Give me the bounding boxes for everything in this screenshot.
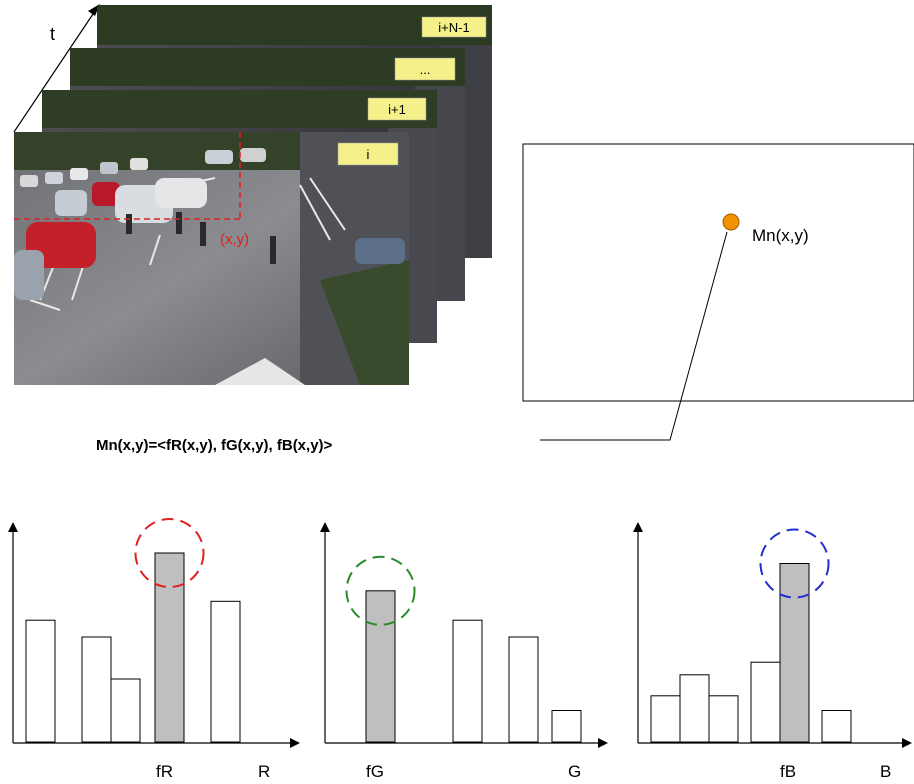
frame-label: ... <box>420 62 431 77</box>
histogram-r-axis-label: R <box>258 762 270 781</box>
time-axis-label: t <box>50 24 55 44</box>
histogram-b-mode-circle <box>759 528 830 599</box>
pixel-crosshair: (x,y) <box>14 132 249 248</box>
histogram-g-bar <box>452 619 483 743</box>
histogram-b-mode-label: fB <box>780 762 796 781</box>
frame-label-box <box>337 142 399 166</box>
histogram-r-bar <box>25 619 56 743</box>
feature-map: Mn(x,y) <box>522 143 914 441</box>
formula-text: Mn(x,y)=<fR(x,y), fG(x,y), fB(x,y)> <box>96 437 333 454</box>
feature-point <box>722 213 740 231</box>
histogram-r-mode-circle <box>134 518 205 588</box>
histogram-b-bar-mode <box>779 563 810 743</box>
histogram-g-bar <box>551 710 582 743</box>
video-frame-front: (x,y) i <box>14 132 409 385</box>
histogram-b-bar <box>708 695 739 743</box>
frame-label: i+1 <box>388 102 406 117</box>
histogram-r-bar <box>110 678 141 743</box>
histogram-b-bar <box>821 710 852 743</box>
histogram-g-axis-label: G <box>568 762 581 781</box>
feature-map-frame <box>522 143 914 402</box>
histogram-b-bar <box>679 674 710 743</box>
histogram-b: fB B <box>633 522 912 781</box>
frame-label-box <box>367 97 427 121</box>
frame-label-box <box>421 16 487 38</box>
histogram-g-mode-circle <box>345 555 416 626</box>
feature-point-label: Mn(x,y) <box>752 226 809 245</box>
frame-label: i <box>367 147 370 162</box>
pixel-label: (x,y) <box>220 231 249 248</box>
histogram-g-bar-mode <box>365 590 396 743</box>
frame-label-box <box>394 57 456 81</box>
histogram-r: fR R <box>7 518 300 781</box>
histogram-r-mode-label: fR <box>156 762 173 781</box>
histogram-r-bar <box>81 636 112 743</box>
histogram-b-bar <box>750 661 781 743</box>
frame-stack: i+N-1 ... i+1 <box>14 5 492 385</box>
histogram-r-bar-mode <box>154 552 185 743</box>
histogram-r-bar <box>210 600 241 743</box>
histogram-b-axis-label: B <box>880 762 891 781</box>
time-axis-line <box>13 7 98 133</box>
leader-line <box>540 231 728 441</box>
histogram-g-bar <box>508 636 539 743</box>
histogram-g-mode-label: fG <box>366 762 384 781</box>
histogram-g: fG G <box>320 522 608 781</box>
histogram-b-bar <box>650 695 681 743</box>
frame-label: i+N-1 <box>438 20 469 35</box>
